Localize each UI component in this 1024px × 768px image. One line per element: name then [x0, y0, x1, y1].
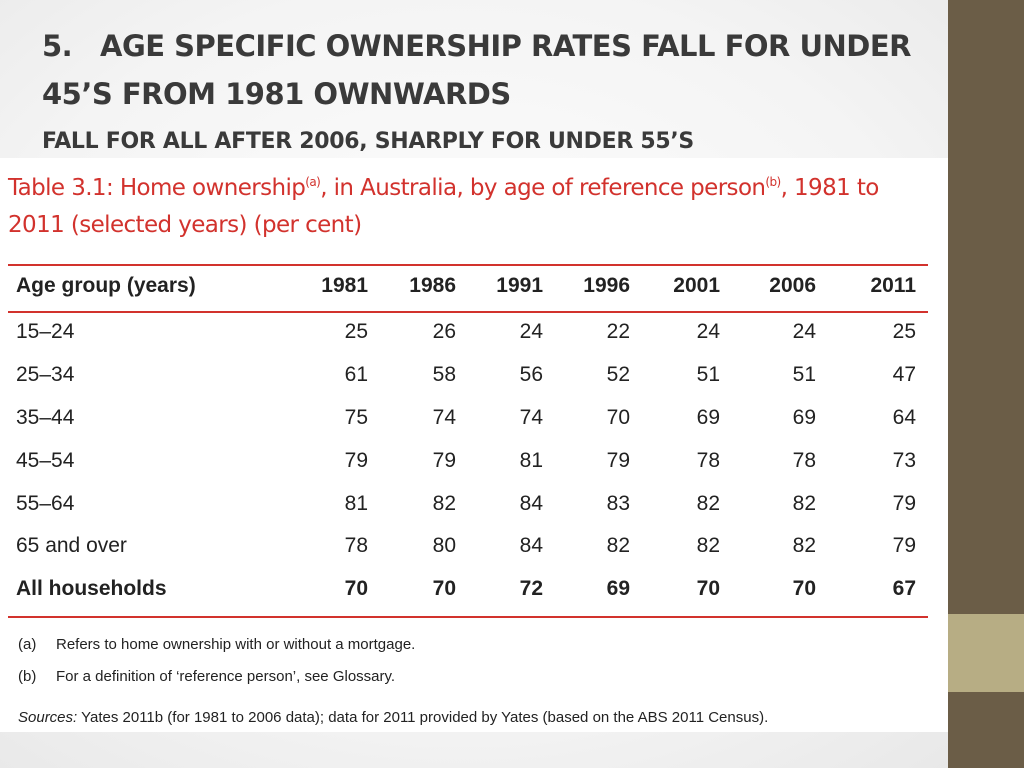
note-b-key: (b)	[18, 668, 37, 685]
table-cell: 82	[432, 492, 456, 515]
sources-line: Sources: Yates 2011b (for 1981 to 2006 d…	[18, 709, 768, 726]
table-cell: 79	[892, 534, 916, 557]
table-cell: 82	[696, 492, 720, 515]
table-caption: Table 3.1: Home ownership(a), in Austral…	[8, 164, 938, 244]
table-cell: 69	[606, 577, 630, 600]
row-label: 35–44	[16, 406, 75, 429]
table-cell: 79	[432, 449, 456, 472]
column-header: 1991	[496, 274, 543, 297]
table-cell: 61	[344, 363, 368, 386]
title-line-2: 45’S FROM 1981 OWNWARDS	[42, 77, 511, 111]
column-header: 2006	[769, 274, 816, 297]
row-label: 25–34	[16, 363, 75, 386]
table-header-row: Age group (years) 1981 1986 1991 1996 2001 200…	[16, 274, 916, 304]
table-cell: 70	[792, 577, 816, 600]
row-label: 15–24	[16, 320, 75, 343]
slide-number: 5.	[42, 29, 73, 63]
table-cell: 82	[792, 492, 816, 515]
table-cell: 26	[432, 320, 456, 343]
row-label: 65 and over	[16, 534, 127, 557]
table-bottom-rule	[8, 616, 928, 618]
table-cell: 82	[696, 534, 720, 557]
title-line-1: 5. AGE SPECIFIC OWNERSHIP RATES FALL FOR …	[42, 22, 942, 70]
table-cell: 83	[606, 492, 630, 515]
column-header: 1981	[321, 274, 368, 297]
row-label: All households	[16, 577, 167, 600]
column-header: 2011	[870, 274, 916, 297]
table-cell: 79	[892, 492, 916, 515]
table-cell: 70	[432, 577, 456, 600]
caption-part-1: Table 3.1: Home ownership	[8, 175, 306, 201]
table-cell: 73	[892, 449, 916, 472]
slide-title: 5. AGE SPECIFIC OWNERSHIP RATES FALL FOR …	[42, 22, 942, 162]
table-cell: 81	[344, 492, 368, 515]
caption-superscript-b: (b)	[765, 175, 781, 189]
table-cell: 70	[606, 406, 630, 429]
table-cell: 72	[519, 577, 543, 600]
table-cell: 69	[696, 406, 720, 429]
table-cell: 74	[519, 406, 543, 429]
table-cell: 64	[892, 406, 916, 429]
table-cell: 84	[519, 492, 543, 515]
column-header: 1986	[409, 274, 456, 297]
table-cell: 70	[344, 577, 368, 600]
table-cell: 75	[344, 406, 368, 429]
table-row: All households 70 70 72 69 70 70 67	[16, 577, 916, 607]
table-cell: 58	[432, 363, 456, 386]
table-cell: 74	[432, 406, 456, 429]
caption-part-2: , in Australia, by age of reference pers…	[320, 175, 766, 201]
table-cell: 69	[792, 406, 816, 429]
table-cell: 81	[519, 449, 543, 472]
table-cell: 25	[344, 320, 368, 343]
table-cell: 70	[696, 577, 720, 600]
slide-subtitle: FALL FOR ALL AFTER 2006, SHARPLY FOR UND…	[42, 129, 694, 154]
table-cell: 79	[344, 449, 368, 472]
caption-superscript-a: (a)	[305, 175, 321, 189]
table-cell: 24	[519, 320, 543, 343]
table-row: 45–54 79 79 81 79 78 78 73	[16, 449, 916, 479]
table-top-rule	[8, 264, 928, 266]
row-label: 55–64	[16, 492, 75, 515]
table-row: 35–44 75 74 74 70 69 69 64	[16, 406, 916, 436]
table-cell: 25	[892, 320, 916, 343]
column-header: 2001	[673, 274, 720, 297]
table-cell: 51	[696, 363, 720, 386]
table-cell: 82	[606, 534, 630, 557]
row-label: 45–54	[16, 449, 75, 472]
column-header: 1996	[583, 274, 630, 297]
column-header: Age group (years)	[16, 274, 196, 297]
table-cell: 24	[792, 320, 816, 343]
table-cell: 51	[792, 363, 816, 386]
sources-text: Yates 2011b (for 1981 to 2006 data); dat…	[77, 709, 769, 726]
title-text-1: AGE SPECIFIC OWNERSHIP RATES FALL FOR UN…	[100, 29, 912, 63]
sources-label: Sources:	[18, 709, 78, 726]
note-a-text: Refers to home ownership with or without…	[56, 636, 416, 653]
table-cell: 78	[696, 449, 720, 472]
note-a: (a) Refers to home ownership with or with…	[18, 636, 415, 653]
note-a-key: (a)	[18, 636, 37, 653]
table-cell: 52	[606, 363, 630, 386]
table-header-rule	[8, 311, 928, 313]
table-row: 55–64 81 82 84 83 82 82 79	[16, 492, 916, 522]
table-cell: 47	[892, 363, 916, 386]
table-cell: 78	[792, 449, 816, 472]
side-accent-block	[948, 614, 1024, 692]
table-row: 25–34 61 58 56 52 51 51 47	[16, 363, 916, 393]
table-cell: 79	[606, 449, 630, 472]
table-cell: 56	[519, 363, 543, 386]
table-cell: 22	[606, 320, 630, 343]
table-cell: 84	[519, 534, 543, 557]
table-row: 65 and over 78 80 84 82 82 82 79	[16, 534, 916, 564]
table-cell: 24	[696, 320, 720, 343]
table-cell: 67	[892, 577, 916, 600]
table-image: Table 3.1: Home ownership(a), in Austral…	[0, 158, 948, 732]
table-row: 15–24 25 26 24 22 24 24 25	[16, 320, 916, 350]
table-cell: 80	[432, 534, 456, 557]
note-b-text: For a definition of ‘reference person’, …	[56, 668, 396, 685]
note-b: (b) For a definition of ‘reference person…	[18, 668, 395, 685]
caption-part-3: , 1981 to 2011 (selected years) (per cen…	[8, 175, 879, 238]
table-cell: 78	[344, 534, 368, 557]
table-cell: 82	[792, 534, 816, 557]
